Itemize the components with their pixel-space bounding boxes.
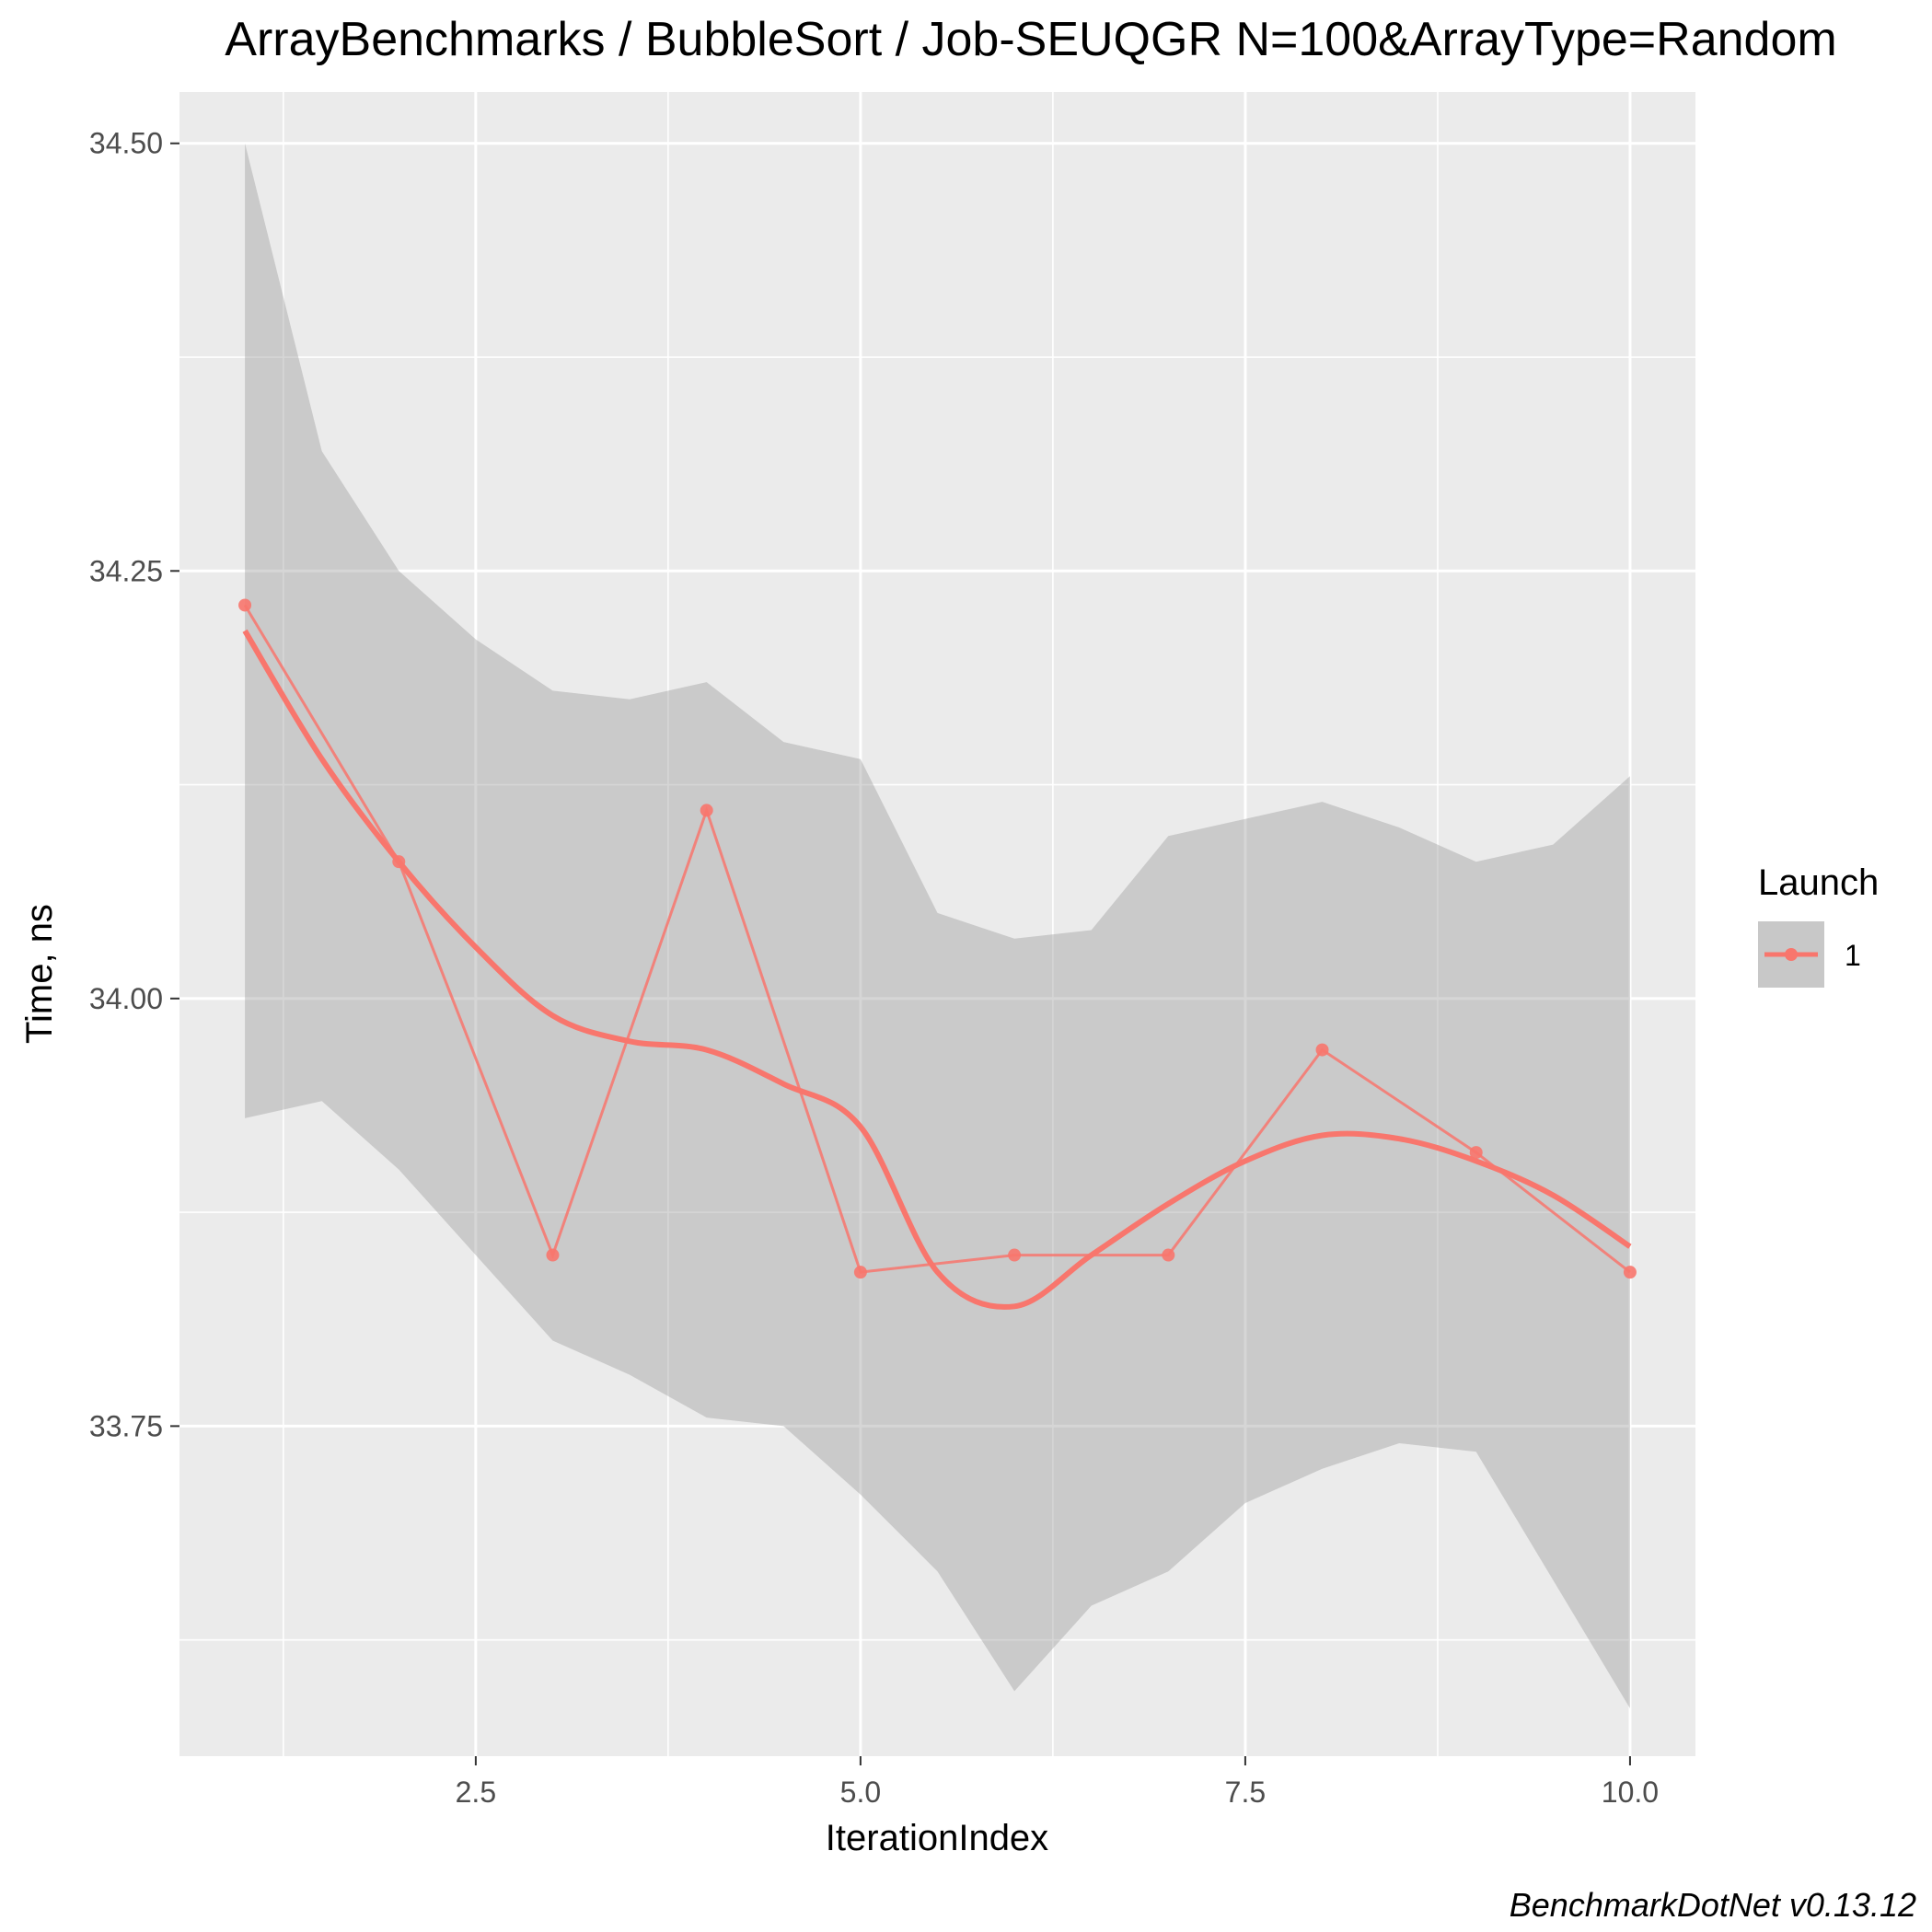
legend-key-point [1785,948,1798,961]
x-tick-label: 10.0 [1602,1776,1659,1809]
smooth-layer [242,629,1632,1310]
y-tick-label: 34.00 [89,982,163,1015]
legend: Launch 1 [1758,862,1879,988]
smooth-curve [242,629,1632,1310]
chart-title: ArrayBenchmarks / BubbleSort / Job-SEUQG… [225,13,1836,66]
y-axis-ticks: 33.75 34.00 34.25 34.50 [89,127,179,1442]
caption: BenchmarkDotNet v0.13.12 [1510,1886,1916,1924]
data-point [1008,1248,1022,1262]
y-tick-label: 33.75 [89,1409,163,1442]
x-tick-label: 7.5 [1225,1776,1266,1809]
series-line [243,604,1631,1274]
x-axis-title: IterationIndex [826,1818,1048,1858]
data-point [700,804,713,817]
data-point [1469,1146,1483,1160]
x-axis-ticks: 2.5 5.0 7.5 10.0 [456,1756,1659,1809]
legend-label: 1 [1845,939,1861,972]
y-tick-label: 34.50 [89,127,163,160]
y-axis-title: Time, ns [19,904,60,1044]
data-point [1315,1043,1329,1057]
y-tick-label: 34.25 [89,554,163,587]
confidence-band [245,143,1630,1709]
data-point [546,1248,560,1262]
x-tick-label: 5.0 [840,1776,881,1809]
data-point [853,1266,867,1279]
confidence-band-layer [245,143,1630,1709]
data-point [1162,1248,1175,1262]
data-point [238,598,252,612]
grid-major [179,92,1695,1756]
data-point [1623,1266,1637,1279]
x-tick-label: 2.5 [456,1776,496,1809]
plot-panel [179,92,1695,1756]
legend-title: Launch [1758,862,1879,903]
